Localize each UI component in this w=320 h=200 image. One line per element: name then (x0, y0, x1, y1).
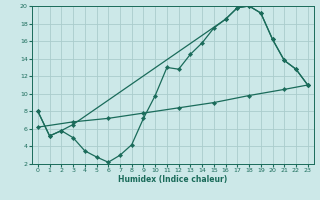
X-axis label: Humidex (Indice chaleur): Humidex (Indice chaleur) (118, 175, 228, 184)
